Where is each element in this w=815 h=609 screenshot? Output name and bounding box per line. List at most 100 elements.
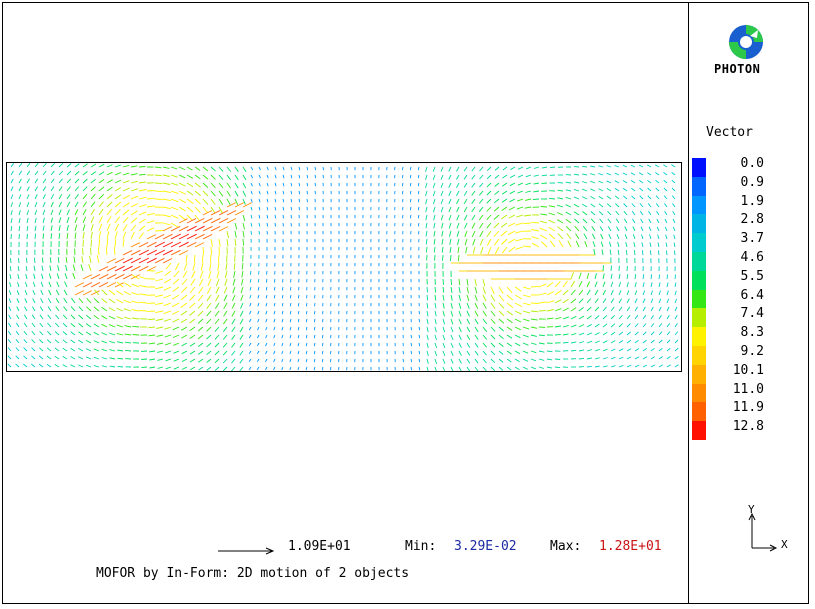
vector-arrow: [289, 310, 292, 315]
vector-arrow: [239, 318, 244, 325]
vector-arrow: [442, 342, 446, 349]
vector-arrow: [148, 334, 156, 337]
vector-arrow: [171, 310, 180, 315]
vector-arrow: [10, 226, 13, 232]
vector-arrow: [194, 242, 205, 248]
vector-arrow: [618, 290, 622, 296]
vector-arrow: [197, 334, 204, 340]
vector-arrow: [231, 302, 236, 309]
caption: MOFOR by In-Form: 2D motion of 2 objects: [96, 566, 410, 581]
vector-arrow: [265, 294, 268, 299]
vector-arrow: [172, 334, 180, 339]
vector-arrow: [502, 174, 508, 179]
vector-arrow: [155, 270, 164, 274]
vector-arrow: [58, 209, 62, 216]
vector-arrow: [471, 206, 476, 213]
vector-arrow: [106, 179, 113, 184]
vector-arrow: [34, 233, 37, 240]
vector-arrow: [672, 210, 676, 216]
vector-arrow: [434, 286, 437, 293]
vector-arrow: [530, 302, 539, 304]
vector-arrow: [494, 174, 500, 179]
vector-arrow: [154, 249, 166, 256]
vector-arrow: [173, 358, 180, 362]
vector-arrow: [541, 182, 548, 185]
vector-arrow: [70, 356, 76, 360]
vector-arrow: [566, 233, 572, 240]
vector-arrow: [482, 294, 487, 302]
vector-arrow: [606, 195, 612, 200]
vector-arrow: [634, 364, 640, 368]
vector-arrow: [338, 366, 340, 371]
vector-arrow: [10, 170, 14, 176]
vector-arrow: [58, 217, 62, 224]
vector-arrow: [265, 342, 268, 347]
vector-arrow: [449, 238, 452, 245]
vector-arrow: [82, 186, 88, 192]
vector-arrow: [18, 233, 20, 240]
vector-arrow: [639, 187, 644, 192]
vector-arrow: [655, 172, 660, 176]
vector-arrow: [442, 318, 446, 325]
vector-arrow: [58, 178, 63, 184]
vector-arrow: [82, 290, 93, 296]
vector-arrow: [74, 201, 79, 208]
vector-arrow: [114, 223, 120, 232]
vector-arrow: [581, 181, 588, 184]
vector-arrow: [281, 294, 284, 299]
vector-arrow: [34, 186, 38, 192]
vector-arrow: [249, 286, 252, 291]
vector-arrow: [610, 298, 615, 304]
vector-arrow: [85, 348, 92, 352]
vector-arrow: [458, 318, 462, 325]
vector-arrow: [122, 265, 133, 272]
vector-arrow: [554, 299, 562, 304]
vector-arrow: [256, 358, 260, 363]
vector-arrow: [189, 350, 196, 355]
vector-arrow: [314, 182, 316, 187]
vector-arrow: [164, 326, 172, 330]
vector-arrow: [141, 366, 148, 369]
vector-arrow: [632, 218, 636, 224]
vector-arrow: [114, 179, 122, 184]
vector-arrow: [586, 306, 592, 312]
vector-arrow: [490, 310, 496, 317]
vector-arrow: [573, 196, 580, 200]
vector-arrow: [466, 294, 470, 302]
vector-arrow: [401, 174, 404, 179]
vector-arrow: [178, 190, 187, 195]
vector-arrow: [31, 339, 36, 344]
vector-arrow: [101, 357, 108, 360]
vector-arrow: [86, 297, 92, 304]
vector-arrow: [50, 163, 55, 168]
vector-arrow: [114, 257, 125, 264]
vector-arrow: [222, 334, 228, 340]
vector-arrow: [198, 358, 204, 363]
vector-arrow: [257, 318, 260, 323]
vector-arrow: [248, 358, 252, 362]
vector-arrow: [674, 298, 678, 304]
vector-arrow: [7, 347, 12, 352]
vector-arrow: [602, 323, 608, 328]
vector-arrow: [591, 233, 596, 240]
vector-arrow: [10, 257, 12, 264]
vector-arrow: [273, 318, 276, 323]
vector-arrow: [178, 250, 189, 256]
vector-arrow: [26, 225, 29, 232]
vector-arrow: [165, 350, 172, 354]
vector-arrow: [218, 238, 221, 247]
vector-arrow: [131, 300, 140, 304]
vector-arrow: [493, 222, 500, 229]
vector-arrow: [82, 224, 86, 232]
vector-arrow: [658, 331, 663, 336]
vector-arrow: [525, 174, 532, 178]
vector-arrow: [122, 194, 130, 200]
vector-arrow: [594, 298, 599, 304]
vector-arrow: [410, 366, 413, 371]
vector-arrow: [498, 310, 505, 317]
vector-arrow: [506, 302, 514, 309]
vector-arrow: [658, 282, 661, 288]
vector-arrow: [256, 350, 260, 355]
vector-arrow: [666, 356, 671, 360]
vector-arrow: [106, 231, 110, 240]
